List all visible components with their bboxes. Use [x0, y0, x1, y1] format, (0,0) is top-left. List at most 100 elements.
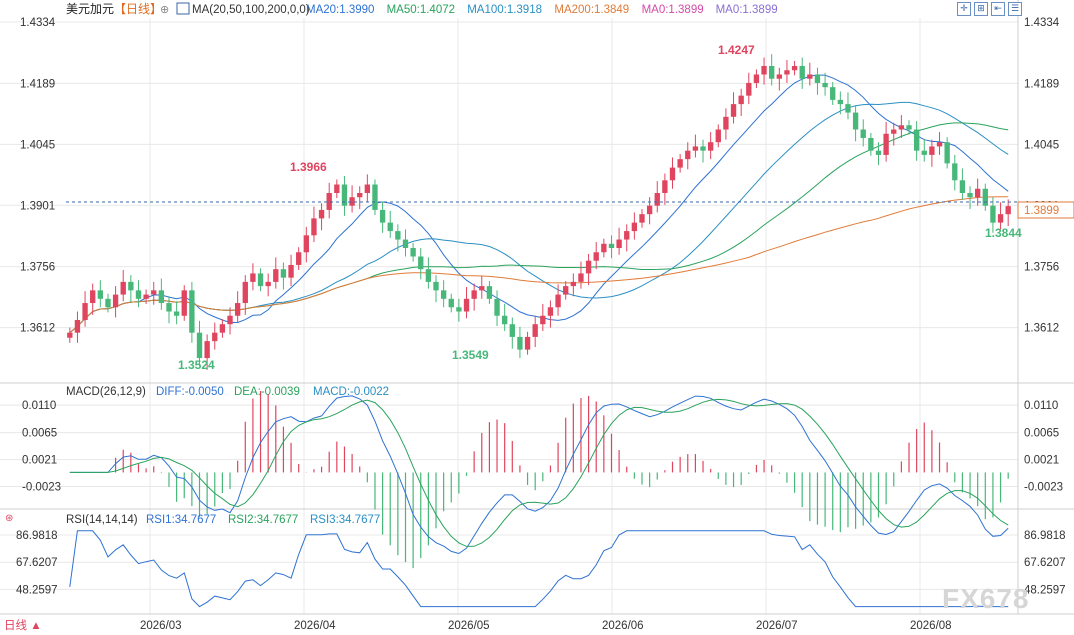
rsi-tick-left: 48.2597 — [16, 584, 58, 596]
macd-dea: DEA:-0.0039 — [234, 386, 300, 398]
macd-tick-right: 0.0065 — [1024, 428, 1059, 440]
ma-params: MA(20,50,100,200,0,0) — [192, 4, 310, 16]
candle-body — [913, 129, 920, 151]
candle-body — [875, 150, 882, 155]
candle-body — [898, 125, 905, 130]
ma-legend-item: MA0:1.3899 — [642, 4, 704, 16]
candle-body — [395, 231, 401, 240]
candle-body — [944, 142, 950, 164]
candle-body — [761, 66, 767, 75]
rsi-tick-right: 67.6207 — [1024, 557, 1066, 569]
low-annotation-2: 1.3549 — [452, 348, 489, 362]
symbol-title: 美元加元 — [66, 2, 114, 16]
ma-legend-item: MA100:1.3918 — [467, 4, 542, 16]
candle-body — [822, 82, 828, 88]
ma200-line — [69, 196, 1009, 334]
rsi-tick-right: 86.9818 — [1024, 530, 1066, 542]
settings-icon[interactable]: ☰ — [1008, 2, 1022, 16]
candle-body — [547, 307, 554, 316]
candle-body — [936, 142, 943, 147]
period-label[interactable]: 【日线】 — [114, 2, 162, 16]
candle-body — [486, 286, 493, 299]
candle-body — [242, 281, 248, 304]
rsi2-value: RSI2:34.7677 — [228, 514, 298, 526]
price-tick-right: 1.3756 — [1024, 262, 1059, 274]
crosshair-icon[interactable]: ✛ — [957, 2, 971, 16]
candle-body — [471, 290, 477, 299]
candle-body — [456, 307, 462, 312]
candle-body — [334, 184, 340, 193]
candle-body — [570, 281, 577, 287]
price-tick-right: 1.3612 — [1024, 323, 1059, 335]
candle-body — [746, 82, 752, 96]
candle-body — [463, 298, 470, 312]
price-tick-left: 1.4045 — [20, 139, 55, 151]
candle-body — [509, 324, 515, 337]
indicator-toggle-icon[interactable] — [176, 2, 190, 15]
candle-body — [120, 281, 126, 295]
candle-body — [250, 273, 256, 282]
x-axis-label: 2026/05 — [448, 620, 490, 632]
candle-body — [830, 87, 836, 100]
eye-icon[interactable]: ⊕ — [160, 4, 169, 16]
price-tick-left: 1.4334 — [20, 17, 56, 29]
candle-body — [311, 218, 317, 236]
macd-diff-line — [69, 395, 1009, 555]
fit-icon[interactable]: ⇤ — [991, 2, 1005, 16]
candle-body — [303, 235, 309, 253]
macd-tick-left: 0.0021 — [22, 455, 57, 467]
candle-body — [74, 319, 81, 333]
candle-body — [997, 214, 1004, 223]
candle-body — [288, 264, 294, 278]
candle-body — [265, 281, 271, 287]
rsi3-value: RSI3:34.7677 — [310, 514, 380, 526]
candle-body — [273, 269, 279, 282]
candle-body — [517, 336, 523, 350]
rsi-tick-right: 48.2597 — [1024, 584, 1066, 596]
candle-body — [837, 99, 844, 105]
candle-body — [105, 298, 111, 308]
candle-body — [433, 281, 439, 291]
candle-body — [616, 239, 622, 249]
current-price-label: 1.3899 — [1024, 205, 1059, 217]
candle-body — [189, 290, 195, 333]
candle-body — [952, 163, 958, 181]
candle-body — [753, 74, 760, 83]
candle-body — [852, 112, 859, 130]
candle-body — [524, 336, 531, 350]
candle-body — [799, 66, 805, 79]
candle-body — [173, 311, 180, 316]
rsi-settings-icon[interactable]: ⊛ — [5, 513, 13, 524]
macd-tick-left: 0.0110 — [22, 400, 56, 412]
ma20-line — [69, 74, 1009, 334]
candle-body — [532, 324, 538, 337]
macd-tick-right: 0.0110 — [1024, 400, 1058, 412]
candle-body — [593, 252, 599, 261]
high-annotation-2: 1.4247 — [718, 43, 755, 57]
candle-body — [158, 290, 165, 304]
candle-body — [883, 133, 889, 155]
candle-body — [67, 332, 73, 338]
macd-value: MACD:-0.0022 — [313, 386, 389, 398]
macd-tick-right: -0.0023 — [1024, 482, 1063, 494]
zoom-in-icon[interactable]: ⊞ — [974, 2, 988, 16]
candle-body — [707, 142, 714, 151]
period-footer-button[interactable]: 日线 ▲ — [4, 618, 42, 632]
price-tick-right: 1.4334 — [1024, 17, 1060, 29]
candle-body — [654, 192, 660, 206]
candle-body — [791, 66, 798, 71]
candle-body — [769, 66, 775, 79]
low-annotation-1: 1.3524 — [178, 358, 215, 372]
macd-tick-right: 0.0021 — [1024, 455, 1059, 467]
candle-body — [479, 286, 485, 291]
candle-body — [1005, 206, 1011, 215]
macd-tick-left: 0.0065 — [22, 428, 57, 440]
candle-body — [860, 129, 866, 138]
candle-body — [685, 150, 691, 160]
candle-body — [181, 290, 187, 316]
candle-body — [227, 315, 233, 325]
candle-body — [891, 129, 897, 134]
candle-body — [357, 192, 363, 198]
rsi1-value: RSI1:34.7677 — [146, 514, 216, 526]
